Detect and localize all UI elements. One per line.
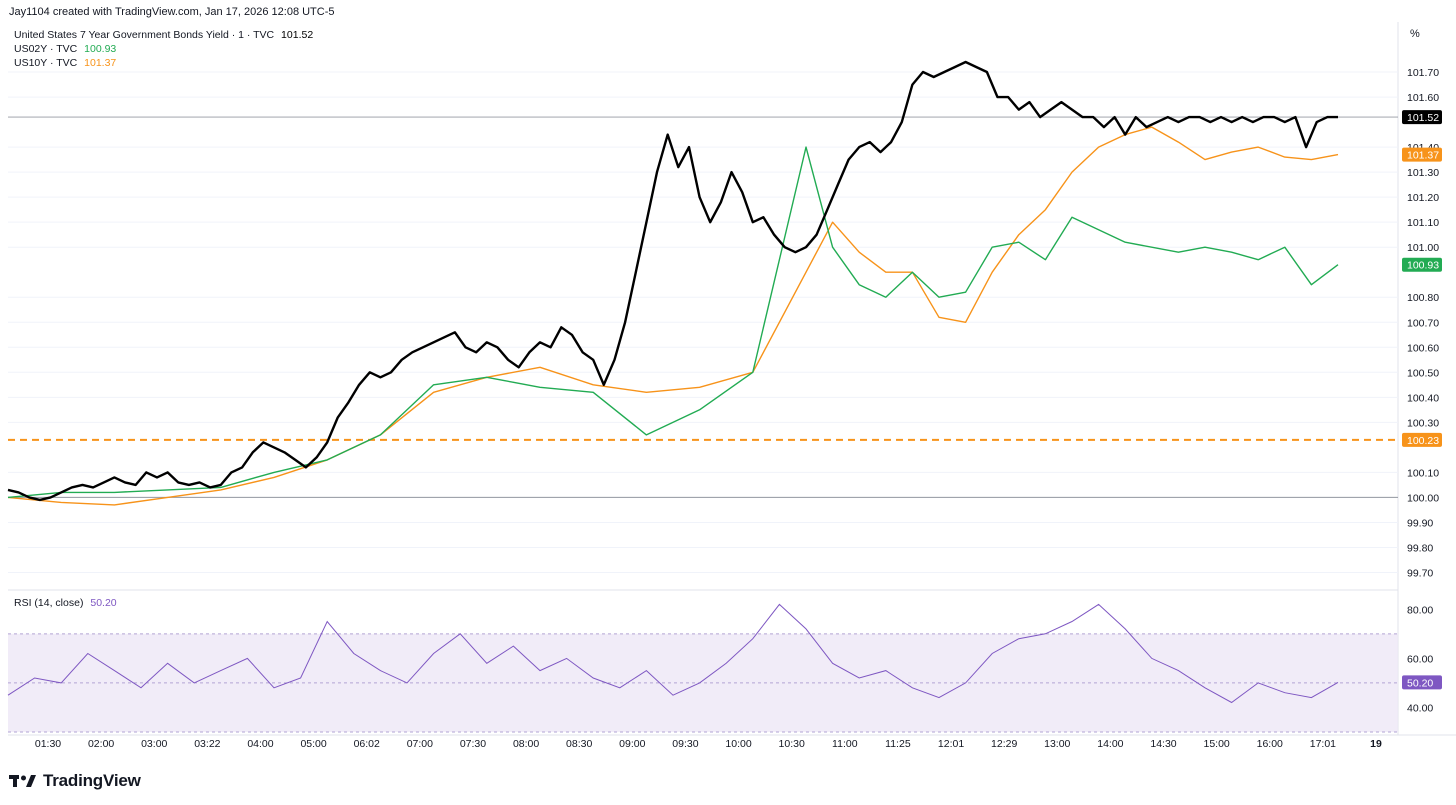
x-tick-label: 04:00	[247, 738, 273, 750]
y-tick-label: 100.30	[1407, 417, 1439, 429]
y-tick-label: 99.70	[1407, 567, 1433, 579]
price-label-layer: 101.52 101.37 100.93 100.23 50.20	[1402, 110, 1442, 690]
x-tick-label: 03:00	[141, 738, 167, 750]
x-tick-label: 02:00	[88, 738, 114, 750]
legend-us02y[interactable]: US02Y · TVC 100.93	[14, 42, 313, 56]
y-tick-label: 101.30	[1407, 167, 1439, 179]
rsi-band	[8, 633, 1398, 732]
legend-us10y-value: 101.37	[84, 57, 117, 69]
x-tick-label: 10:00	[725, 738, 751, 750]
y-tick-label: 101.00	[1407, 242, 1439, 254]
price-unit: %	[1410, 28, 1420, 40]
rsi-label: RSI (14, close)	[14, 597, 84, 609]
grid-layer	[8, 22, 1456, 736]
y-tick-label: 100.80	[1407, 292, 1439, 304]
price-label-bg	[1402, 147, 1442, 162]
x-tick-label: 08:00	[513, 738, 539, 750]
x-tick-label: 15:00	[1203, 738, 1229, 750]
price-label-text: 100.23	[1407, 435, 1439, 447]
x-tick-label: 07:00	[407, 738, 433, 750]
legend-us10y-label: US10Y · TVC	[14, 57, 78, 69]
x-tick-label: 11:25	[885, 738, 911, 750]
x-tick-label: 19	[1370, 738, 1382, 750]
axis-layer: 101.70101.60101.40101.30101.20101.10101.…	[35, 67, 1439, 750]
price-label-text: 101.37	[1407, 150, 1439, 162]
series-line-us10y	[7, 126, 1339, 506]
rsi-legend[interactable]: RSI (14, close) 50.20	[14, 597, 117, 609]
y-tick-label: 101.60	[1407, 92, 1439, 104]
x-tick-label: 11:00	[832, 738, 858, 750]
x-tick-label: 12:29	[991, 738, 1017, 750]
y-tick-label: 101.20	[1407, 192, 1439, 204]
legend-main-label: United States 7 Year Government Bonds Yi…	[14, 29, 275, 41]
series-layer	[7, 60, 1339, 506]
y-tick-label: 100.70	[1407, 317, 1439, 329]
x-tick-label: 03:22	[194, 738, 220, 750]
x-tick-label: 13:00	[1044, 738, 1070, 750]
x-tick-label: 07:30	[460, 738, 486, 750]
legend-us02y-value: 100.93	[84, 43, 117, 55]
price-label-text: 100.93	[1407, 260, 1439, 272]
price-label-bg	[1402, 110, 1442, 125]
y-tick-label: 101.10	[1407, 217, 1439, 229]
legend-us10y[interactable]: US10Y · TVC 101.37	[14, 56, 313, 70]
x-tick-label: 05:00	[300, 738, 326, 750]
price-label-text: 101.52	[1407, 112, 1439, 124]
tradingview-logo-icon	[9, 775, 36, 787]
price-label-bg	[1402, 432, 1442, 447]
rsi-price-label-bg	[1402, 675, 1442, 690]
x-tick-label: 14:30	[1150, 738, 1176, 750]
tradingview-brand[interactable]: TradingView	[9, 770, 141, 792]
x-tick-label: 09:00	[619, 738, 645, 750]
legend-main[interactable]: United States 7 Year Government Bonds Yi…	[14, 28, 313, 42]
rsi-line	[7, 603, 1339, 704]
y-tick-label: 100.50	[1407, 367, 1439, 379]
y-tick-label: 101.40	[1407, 142, 1439, 154]
legend-us02y-label: US02Y · TVC	[14, 43, 78, 55]
x-tick-label: 12:01	[938, 738, 964, 750]
rsi-tick-label: 80.00	[1407, 604, 1433, 616]
y-tick-label: 101.70	[1407, 67, 1439, 79]
y-tick-label: 99.90	[1407, 517, 1433, 529]
chart-credit: Jay1104 created with TradingView.com, Ja…	[9, 6, 335, 18]
rsi-tick-label: 40.00	[1407, 702, 1433, 714]
y-tick-label: 100.60	[1407, 342, 1439, 354]
x-tick-label: 09:30	[672, 738, 698, 750]
series-legend: United States 7 Year Government Bonds Yi…	[14, 28, 313, 70]
x-tick-label: 17:01	[1310, 738, 1336, 750]
x-tick-label: 08:30	[566, 738, 592, 750]
series-line-us02y	[7, 146, 1339, 499]
rsi-value: 50.20	[90, 597, 117, 609]
x-tick-label: 10:30	[779, 738, 805, 750]
x-tick-label: 01:30	[35, 738, 61, 750]
legend-main-value: 101.52	[281, 29, 314, 41]
y-tick-label: 100.40	[1407, 392, 1439, 404]
rsi-tick-label: 60.00	[1407, 653, 1433, 665]
brand-name: TradingView	[43, 771, 141, 790]
x-tick-label: 14:00	[1097, 738, 1123, 750]
y-tick-label: 99.80	[1407, 542, 1433, 554]
rsi-pane	[7, 603, 1398, 733]
rsi-price-label-text: 50.20	[1407, 677, 1433, 689]
price-label-bg	[1402, 257, 1442, 272]
x-tick-label: 06:02	[354, 738, 380, 750]
y-tick-label: 100.00	[1407, 492, 1439, 504]
series-line-main	[7, 60, 1338, 502]
y-tick-label: 100.10	[1407, 467, 1439, 479]
x-tick-label: 16:00	[1257, 738, 1283, 750]
